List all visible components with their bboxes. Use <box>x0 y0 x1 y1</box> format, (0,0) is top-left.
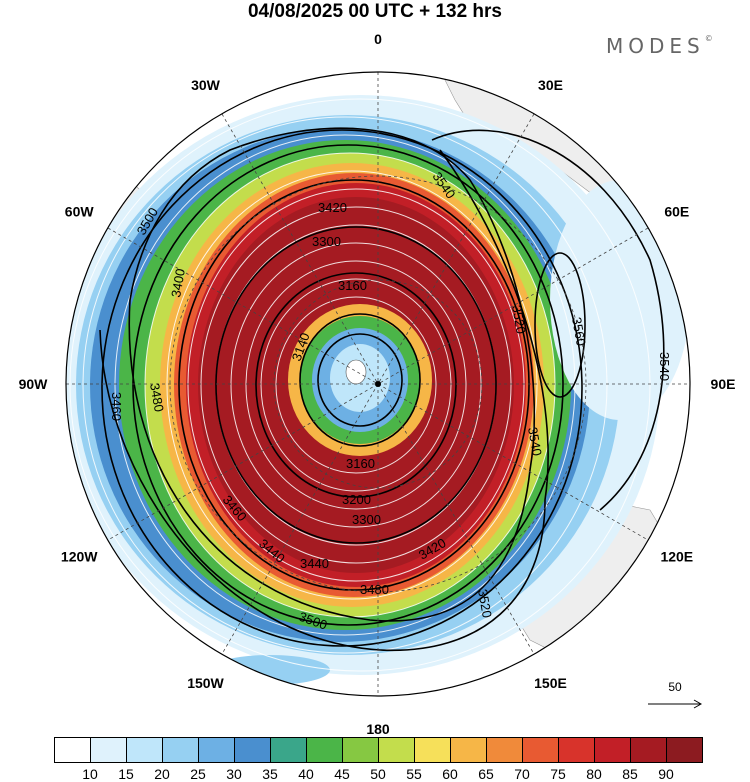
longitude-label: 120E <box>660 549 693 565</box>
colorbar-swatch <box>594 737 631 763</box>
longitude-label: 30E <box>538 77 563 93</box>
colorbar-swatch <box>414 737 451 763</box>
longitude-label: 120W <box>61 549 98 565</box>
globe-border <box>65 71 691 697</box>
longitude-label: 150E <box>534 675 567 691</box>
height-contours <box>99 127 665 652</box>
longitude-label: 60E <box>664 204 689 220</box>
map-area: 3540 3560 3540 3520 3500 3480 3460 3440 … <box>66 72 690 696</box>
colorbar-label: 40 <box>298 766 314 782</box>
colorbar-label: 75 <box>550 766 566 782</box>
longitude-label: 180 <box>366 721 390 735</box>
reference-vector: 50 <box>640 680 710 720</box>
longitude-label: 90E <box>711 376 736 392</box>
copyright-mark: © <box>704 34 713 43</box>
colorbar-swatch <box>666 737 703 763</box>
colorbar-label: 60 <box>442 766 458 782</box>
longitude-label: 60W <box>65 204 95 220</box>
contour-label: 3520 <box>509 304 529 335</box>
contour-label: 3480 <box>147 382 167 413</box>
colorbar-label: 20 <box>154 766 170 782</box>
modes-logo: MODES© <box>606 34 713 58</box>
colorbar-swatch <box>630 737 667 763</box>
antarctica-land <box>345 359 367 385</box>
south-pole-dot <box>375 381 381 387</box>
longitude-label: 150W <box>187 675 224 691</box>
polar-map: 3540 3560 3540 3520 3500 3480 3460 3440 … <box>19 31 736 735</box>
colorbar-label: 85 <box>622 766 638 782</box>
colorbar-label: 30 <box>226 766 242 782</box>
colorbar-label: 10 <box>82 766 98 782</box>
contour-label: 3480 <box>360 582 389 597</box>
colorbar-swatch <box>198 737 235 763</box>
colorbar-label: 65 <box>478 766 494 782</box>
longitude-label: 0 <box>374 31 382 47</box>
contour-label: 3540 <box>525 426 545 457</box>
longitude-label: 30W <box>191 77 221 93</box>
colorbar-label: 25 <box>190 766 206 782</box>
contour-label: 3300 <box>312 234 341 249</box>
colorbar-swatch <box>90 737 127 763</box>
colorbar: 10 15 20 25 30 35 40 45 50 55 60 65 70 75 80 85 90 <box>54 737 703 782</box>
colorbar-label: 80 <box>586 766 602 782</box>
contour-label: 3420 <box>318 200 347 215</box>
brand-name: MODES <box>606 34 705 58</box>
colorbar-swatch <box>306 737 343 763</box>
colorbar-swatch <box>126 737 163 763</box>
colorbar-label: 55 <box>406 766 422 782</box>
wind-patch-south <box>210 655 330 685</box>
contour-label: 3200 <box>342 492 371 507</box>
colorbar-swatch <box>378 737 415 763</box>
colorbar-swatch <box>486 737 523 763</box>
colorbar-swatch <box>450 737 487 763</box>
colorbar-label: 45 <box>334 766 350 782</box>
colorbar-swatch <box>234 737 271 763</box>
colorbar-label: 15 <box>118 766 134 782</box>
longitude-labels: 0 30E 60E 90E 120E 150E 180 150W 120W 90W 60W 30W <box>19 31 736 735</box>
longitude-label: 90W <box>19 376 49 392</box>
contour-label: 3440 <box>300 556 329 571</box>
contour-label: 3540 <box>657 352 672 381</box>
streamlines <box>69 98 651 672</box>
colorbar-swatch <box>54 737 91 763</box>
colorbar-swatch <box>162 737 199 763</box>
colorbar-swatch <box>522 737 559 763</box>
colorbar-label: 90 <box>658 766 674 782</box>
contour-label: 3460 <box>109 392 124 421</box>
contour-label: 3300 <box>352 512 381 527</box>
contour-label: 3560 <box>569 316 589 347</box>
colorbar-swatch <box>342 737 379 763</box>
contour-label: 3520 <box>475 588 495 619</box>
colorbar-label: 70 <box>514 766 530 782</box>
reference-vector-label: 50 <box>668 680 682 694</box>
colorbar-swatch <box>558 737 595 763</box>
colorbar-label: 35 <box>262 766 278 782</box>
colorbar-swatch <box>270 737 307 763</box>
contour-label: 3400 <box>168 267 188 298</box>
colorbar-label: 50 <box>370 766 386 782</box>
map-title: 04/08/2025 00 UTC + 132 hrs <box>247 1 503 22</box>
contour-label: 3160 <box>346 456 375 471</box>
contour-label: 3160 <box>338 278 367 293</box>
reference-arrow-icon <box>648 699 703 709</box>
